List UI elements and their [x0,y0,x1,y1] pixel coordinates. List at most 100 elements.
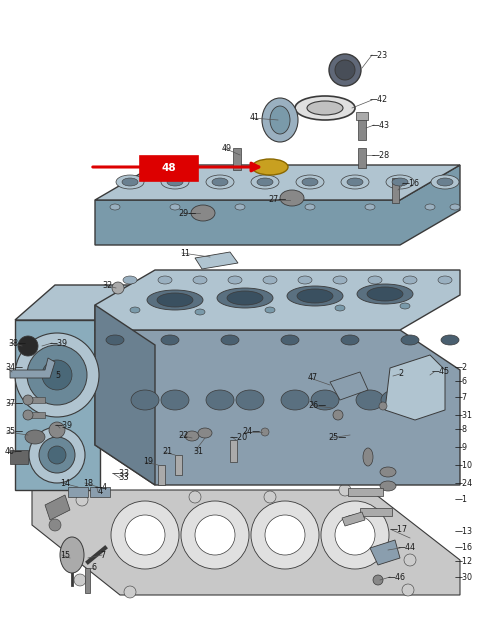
Text: 31: 31 [193,447,203,455]
Ellipse shape [404,554,416,566]
Ellipse shape [161,390,189,410]
Ellipse shape [181,501,249,569]
Text: 32: 32 [102,281,112,289]
Text: 33: 33 [118,473,129,482]
Bar [358,148,366,168]
Ellipse shape [206,390,234,410]
Ellipse shape [112,282,124,294]
Text: 41: 41 [250,114,260,123]
Ellipse shape [39,437,75,473]
Bar [358,118,366,140]
Polygon shape [10,358,55,378]
Ellipse shape [281,390,309,410]
Ellipse shape [265,515,305,555]
Text: 49: 49 [222,144,232,152]
Text: —16: —16 [402,178,420,188]
Ellipse shape [257,178,273,186]
Ellipse shape [157,293,193,307]
Ellipse shape [49,519,61,531]
Ellipse shape [335,515,375,555]
Ellipse shape [341,175,369,189]
Text: 6: 6 [92,563,97,573]
Bar [360,508,392,516]
Ellipse shape [217,288,273,308]
Ellipse shape [125,515,165,555]
Bar [85,568,90,593]
Text: 48: 48 [162,163,176,173]
Bar [348,488,383,496]
Text: —13: —13 [455,528,473,537]
Ellipse shape [116,175,144,189]
Ellipse shape [329,54,361,86]
Text: 2: 2 [398,370,403,378]
Ellipse shape [365,204,375,210]
Polygon shape [45,495,70,520]
Text: —42: —42 [370,96,388,104]
Bar [233,148,241,170]
Ellipse shape [261,428,269,436]
Text: —45: —45 [432,368,450,376]
Text: —39: —39 [50,339,68,347]
Ellipse shape [49,422,65,438]
Ellipse shape [379,402,387,410]
Ellipse shape [23,395,33,405]
Ellipse shape [264,491,276,503]
Ellipse shape [341,335,359,345]
Ellipse shape [363,448,373,466]
Text: —30: —30 [455,573,473,582]
Ellipse shape [227,291,263,305]
Text: 38—: 38— [8,339,26,347]
Ellipse shape [380,481,396,491]
Polygon shape [330,372,368,400]
Ellipse shape [42,360,72,390]
Bar [30,412,45,418]
Ellipse shape [221,335,239,345]
Ellipse shape [252,159,288,175]
Text: 37—: 37— [5,399,23,407]
Ellipse shape [305,204,315,210]
Polygon shape [195,252,238,269]
Text: 14: 14 [60,479,70,487]
Bar [175,455,182,475]
Ellipse shape [191,205,215,221]
Ellipse shape [347,178,363,186]
Polygon shape [370,540,400,565]
Text: —24: —24 [455,479,473,487]
Ellipse shape [400,303,410,309]
Ellipse shape [339,484,351,496]
FancyBboxPatch shape [140,156,199,181]
Text: —8: —8 [455,426,468,434]
Bar [10,450,28,464]
Text: 5: 5 [55,370,60,379]
Ellipse shape [251,175,279,189]
Ellipse shape [158,276,172,284]
Ellipse shape [311,390,339,410]
Ellipse shape [228,276,242,284]
Ellipse shape [251,501,319,569]
Polygon shape [95,165,460,245]
Ellipse shape [335,60,355,80]
Ellipse shape [130,307,140,313]
Ellipse shape [401,335,419,345]
Text: —31: —31 [455,410,473,420]
Text: 40—: 40— [5,447,23,457]
Text: —17: —17 [390,526,408,534]
Text: —43: —43 [372,120,390,130]
Bar [356,112,368,120]
Ellipse shape [386,175,414,189]
Ellipse shape [131,390,159,410]
Ellipse shape [280,190,304,206]
Text: —2: —2 [455,363,468,373]
Ellipse shape [270,106,290,134]
Text: —12: —12 [455,558,473,566]
Ellipse shape [123,276,137,284]
Text: —33: —33 [112,470,130,479]
Polygon shape [385,355,445,420]
Text: —23: —23 [370,51,388,59]
Ellipse shape [110,204,120,210]
Ellipse shape [333,276,347,284]
Ellipse shape [431,175,459,189]
Ellipse shape [195,515,235,555]
Ellipse shape [235,204,245,210]
Ellipse shape [189,491,201,503]
